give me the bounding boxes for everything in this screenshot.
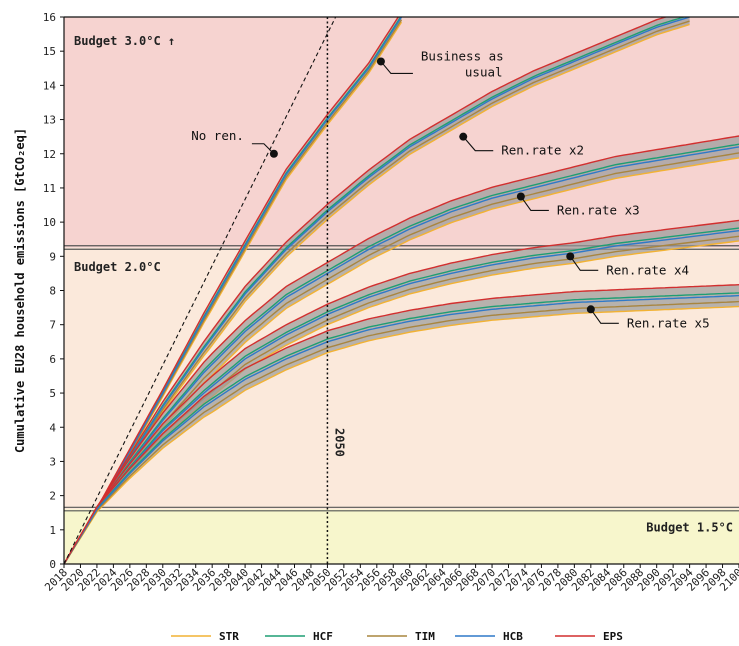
- y-tick-label-0: 0: [49, 558, 56, 571]
- series-tim-1: [64, 20, 690, 564]
- series-eps-1: [64, 17, 668, 564]
- y-tick-label-15: 15: [43, 45, 56, 58]
- series-hcf-1: [64, 17, 686, 564]
- marker-x3: [516, 192, 525, 201]
- y-tick-label-8: 8: [49, 285, 56, 298]
- annot-label-no-ren: No ren.: [191, 128, 244, 143]
- series-hcf-2: [64, 143, 739, 564]
- leader-x3: [520, 196, 549, 212]
- legend-label-tim: TIM: [415, 630, 435, 643]
- y-tick-label-3: 3: [49, 455, 56, 468]
- zone-label-2c: Budget 2.0°C: [74, 260, 161, 274]
- legend-label-hcf: HCF: [313, 630, 333, 643]
- y-tick-label-12: 12: [43, 148, 56, 161]
- y-axis-label: Cumulative EU28 household emissions [GtC…: [13, 128, 27, 453]
- leader-no-ren: [251, 143, 275, 155]
- leader-x2: [462, 136, 494, 152]
- series-hcb-0: [64, 17, 403, 564]
- y-tick-label-13: 13: [43, 114, 56, 127]
- zone-1-5c: [64, 509, 739, 564]
- series-tim-2: [64, 152, 739, 564]
- leader-x5: [590, 308, 619, 324]
- annot-label-bau-2: usual: [465, 64, 503, 79]
- series-eps-3: [64, 219, 739, 564]
- series-hcb-1: [64, 17, 690, 564]
- y-tick-label-4: 4: [49, 421, 56, 434]
- y-tick-label-7: 7: [49, 319, 56, 332]
- y-tick-label-9: 9: [49, 250, 56, 263]
- y-tick-label-6: 6: [49, 353, 56, 366]
- band-3: [64, 220, 739, 564]
- series-hcb-3: [64, 230, 739, 564]
- series-tim-4: [64, 300, 739, 564]
- series-eps-2: [64, 135, 739, 564]
- y-tick-label-10: 10: [43, 216, 56, 229]
- series-str-1: [64, 23, 690, 564]
- marker-x2: [459, 132, 468, 141]
- zone-label-1-5c: Budget 1.5°C: [646, 520, 733, 534]
- series-group: [64, 17, 739, 564]
- series-hcf-4: [64, 292, 739, 564]
- zone-3c: [64, 17, 739, 248]
- marker-x5: [586, 305, 595, 314]
- y-tick-label-5: 5: [49, 387, 56, 400]
- marker-x4: [566, 252, 575, 261]
- annot-label-bau-1: Business as: [421, 48, 504, 63]
- annot-label-x4: Ren.rate x4: [606, 262, 689, 277]
- y-tick-label-11: 11: [43, 182, 56, 195]
- leader-bau: [380, 61, 413, 74]
- no-ren-line: [64, 17, 337, 564]
- annot-label-x2: Ren.rate x2: [501, 143, 584, 158]
- y-tick-label-16: 16: [43, 11, 56, 24]
- vline-label-2050: 2050: [332, 428, 346, 457]
- annot-label-x3: Ren.rate x3: [557, 202, 640, 217]
- series-eps-4: [64, 284, 739, 564]
- series-hcb-2: [64, 146, 739, 564]
- leader-x4: [569, 255, 599, 271]
- y-tick-label-1: 1: [49, 524, 56, 537]
- marker-bau: [376, 57, 385, 66]
- legend-label-hcb: HCB: [503, 630, 523, 643]
- y-tick-label-14: 14: [43, 79, 57, 92]
- zone-label-3c: Budget 3.0°C ↑: [74, 34, 175, 48]
- legend-label-eps: EPS: [603, 630, 623, 643]
- annot-label-x5: Ren.rate x5: [627, 315, 710, 330]
- legend-label-str: STR: [219, 630, 239, 643]
- y-tick-label-2: 2: [49, 490, 56, 503]
- series-hcf-3: [64, 227, 739, 564]
- series-eps-0: [64, 17, 400, 564]
- series-str-4: [64, 305, 739, 564]
- marker-no-ren: [269, 149, 278, 158]
- series-hcb-4: [64, 294, 739, 564]
